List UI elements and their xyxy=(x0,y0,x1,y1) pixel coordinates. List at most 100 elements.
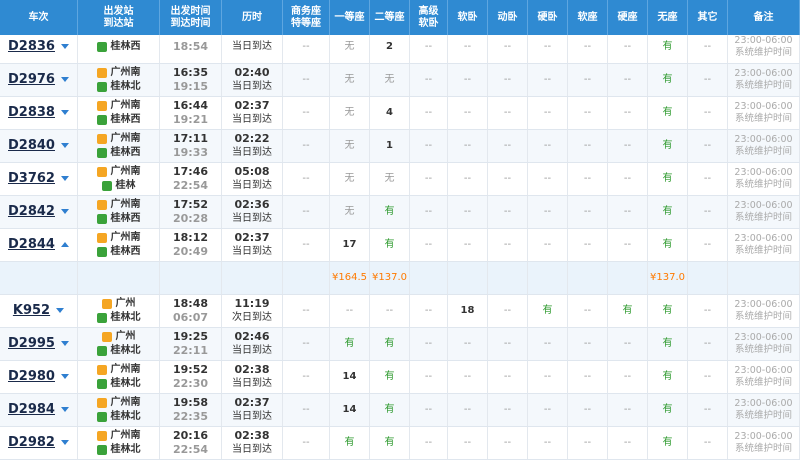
expand-arrow[interactable] xyxy=(60,77,69,82)
station-from: 广州南 xyxy=(110,397,141,408)
seat-availability: -- xyxy=(583,371,592,382)
note-cell: 23:00-06:00系统维护时间 xyxy=(728,163,800,195)
train-number[interactable]: D2840 xyxy=(8,137,55,153)
seat-cell: -- xyxy=(568,229,608,261)
header-cell: 其它 xyxy=(688,0,728,35)
station-icon xyxy=(96,412,107,422)
seat-cell: -- xyxy=(568,64,608,96)
station-to: 桂林西 xyxy=(110,213,141,224)
seat-cell: -- xyxy=(410,97,448,129)
station-line: 桂林北 xyxy=(96,311,141,325)
duration-cell: 02:37 当日到达 xyxy=(222,97,283,129)
seat-cell: 2 xyxy=(370,35,410,63)
duration-cell: 02:37 当日到达 xyxy=(222,394,283,426)
seat-availability: -- xyxy=(345,305,354,316)
note-cell: 23:00-06:00系统维护时间 xyxy=(728,394,800,426)
seat-cell: 有 xyxy=(648,35,688,63)
time-cell: 19:52 22:30 xyxy=(160,361,222,393)
seat-availability: 无 xyxy=(384,74,395,85)
price: ¥137.0 xyxy=(650,272,685,283)
station-icon xyxy=(101,181,112,191)
seat-availability: -- xyxy=(503,74,512,85)
station-icon xyxy=(101,332,112,342)
header-text: 软卧 xyxy=(418,17,439,29)
expand-arrow[interactable] xyxy=(60,143,69,148)
seat-cell: -- xyxy=(568,394,608,426)
note-cell: 23:00-06:00系统维护时间 xyxy=(728,130,800,162)
seat-cell: -- xyxy=(488,295,528,327)
seat-availability: -- xyxy=(623,107,632,118)
seat-cell: -- xyxy=(688,295,728,327)
arrive-time: 22:54 xyxy=(172,179,208,192)
seat-cell: -- xyxy=(410,427,448,459)
seat-availability: 18 xyxy=(460,305,475,316)
header-text: 备注 xyxy=(753,11,774,23)
duration: 11:19 xyxy=(234,297,270,310)
train-number[interactable]: D3762 xyxy=(8,170,55,186)
seat-availability: -- xyxy=(302,239,310,250)
header-text: 硬卧 xyxy=(537,11,558,23)
time-cell: 17:46 22:54 xyxy=(160,163,222,195)
seat-cell: 14 xyxy=(330,361,370,393)
expand-arrow[interactable] xyxy=(60,44,69,49)
train-number[interactable]: D2980 xyxy=(8,368,55,384)
empty-cell xyxy=(728,262,800,294)
seat-availability: -- xyxy=(424,206,433,217)
seat-availability: 有 xyxy=(662,140,673,151)
train-number[interactable]: D2836 xyxy=(8,38,55,54)
expand-arrow[interactable] xyxy=(60,341,69,346)
price-cell: ¥164.5 xyxy=(330,262,370,294)
train-line: D2844 xyxy=(8,236,69,253)
duration-cell: 05:08 当日到达 xyxy=(222,163,283,195)
train-line: D2980 xyxy=(8,368,69,385)
expand-arrow[interactable] xyxy=(60,242,69,247)
seat-availability: -- xyxy=(623,338,632,349)
train-number[interactable]: D2995 xyxy=(8,335,55,351)
arrive-time: 18:54 xyxy=(172,40,208,53)
expand-arrow[interactable] xyxy=(60,176,69,181)
empty-cell xyxy=(78,262,160,294)
seat-availability: 有 xyxy=(384,206,395,217)
seat-availability: -- xyxy=(503,107,512,118)
expand-arrow[interactable] xyxy=(60,374,69,379)
station-cell: 广州南 桂林西 xyxy=(78,196,160,228)
expand-arrow[interactable] xyxy=(60,407,69,412)
expand-arrow[interactable] xyxy=(60,440,69,445)
seat-availability: -- xyxy=(503,173,512,184)
train-number[interactable]: D2982 xyxy=(8,434,55,450)
seat-cell: 有 xyxy=(648,295,688,327)
arrive-time: 06:07 xyxy=(172,311,208,324)
seat-availability: 有 xyxy=(384,239,395,250)
seat-availability: -- xyxy=(463,338,472,349)
seat-cell: 无 xyxy=(370,163,410,195)
expand-arrow[interactable] xyxy=(56,308,65,313)
train-number[interactable]: D2844 xyxy=(8,236,55,252)
duration-cell: 11:19 次日到达 xyxy=(222,295,283,327)
seat-cell: -- xyxy=(568,163,608,195)
duration: 02:22 xyxy=(234,132,270,145)
station-from: 广州南 xyxy=(110,232,141,243)
train-number[interactable]: D2838 xyxy=(8,104,55,120)
train-number[interactable]: D2976 xyxy=(8,71,55,87)
arrive-time: 20:49 xyxy=(172,245,208,258)
seat-availability: -- xyxy=(583,74,592,85)
table-header: 车次 出发站 到达站 出发时间 到达时间 历时 商务座 特等座 一等座 二等座 高级 软卧 软卧 动卧 硬卧… xyxy=(0,0,800,35)
expand-arrow[interactable] xyxy=(60,110,69,115)
seat-cell: -- xyxy=(608,35,648,63)
header-text: 硬座 xyxy=(617,11,638,23)
station-icon xyxy=(96,214,107,224)
seat-cell: -- xyxy=(608,427,648,459)
expand-arrow[interactable] xyxy=(60,209,69,214)
seat-cell: -- xyxy=(568,130,608,162)
header-text: 二等座 xyxy=(374,11,405,23)
seat-cell: 无 xyxy=(330,64,370,96)
seat-cell: -- xyxy=(410,64,448,96)
duration-cell: 02:22 当日到达 xyxy=(222,130,283,162)
seat-availability: -- xyxy=(543,338,552,349)
train-number[interactable]: D2842 xyxy=(8,203,55,219)
train-number[interactable]: D2984 xyxy=(8,401,55,417)
arrive-time: 22:30 xyxy=(172,377,208,390)
train-cell: K952 xyxy=(0,295,78,327)
header-cell: 软卧 xyxy=(448,0,488,35)
train-number[interactable]: K952 xyxy=(12,302,51,318)
